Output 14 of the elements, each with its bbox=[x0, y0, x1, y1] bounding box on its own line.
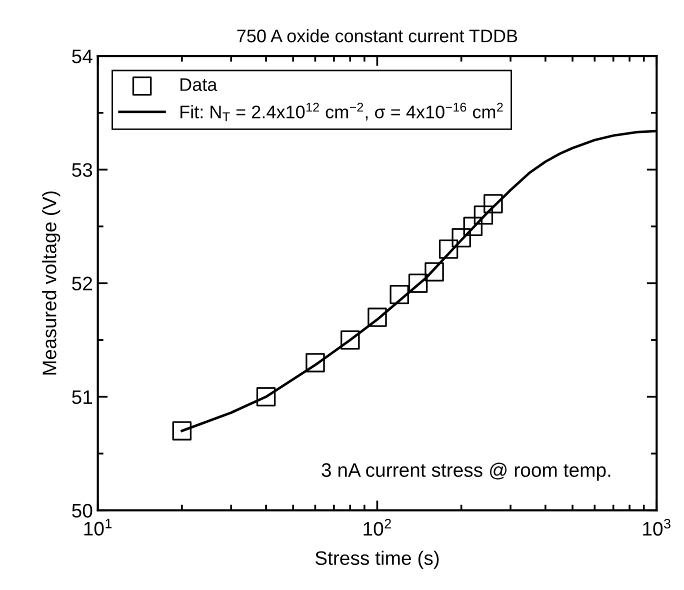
text: Fit: N$_{T}$ = 2.4x10$^{12}$ cm$^{−2}$, σ = 4x10$^{−16}$ cm$^{2}$ bbox=[180, 102, 503, 122]
x-tick-label: 10$^{3}$ bbox=[643, 518, 670, 536]
y-tick-label: 54 bbox=[72, 50, 92, 64]
y-tick-label: 51 bbox=[72, 390, 92, 404]
y-axis-title: Measured voltage (V) bbox=[42, 191, 60, 375]
legend-label: Data bbox=[180, 78, 218, 91]
annotation: 3 nA current stress @ room temp. bbox=[322, 462, 610, 481]
y-tick-label: 52 bbox=[72, 276, 92, 290]
x-tick-label: 10$^{2}$ bbox=[364, 518, 391, 536]
chart-title: 750 A oxide constant current TDDB bbox=[237, 29, 518, 42]
y-tick-label: 53 bbox=[72, 163, 92, 177]
y-tick-label: 50 bbox=[72, 504, 92, 518]
x-tick-label: 10$^{1}$ bbox=[84, 518, 112, 536]
x-axis-title: Stress time (s) bbox=[315, 550, 439, 569]
